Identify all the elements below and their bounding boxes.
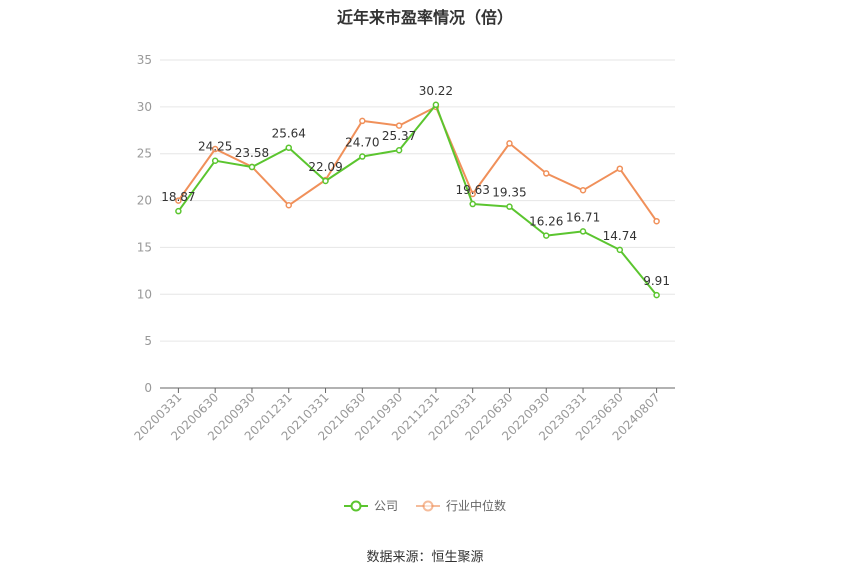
data-label-company-20200331: 18.87 bbox=[161, 190, 195, 204]
series-point-company-20230630 bbox=[616, 246, 624, 254]
series-point-company-20210930 bbox=[395, 146, 403, 154]
data-label-company-20220331: 19.63 bbox=[455, 183, 489, 197]
y-tick-label-15: 15 bbox=[137, 240, 152, 254]
series-line-industry-median bbox=[177, 105, 658, 222]
y-tick-label-30: 30 bbox=[137, 100, 152, 114]
series-point-industry-median-20230630 bbox=[616, 165, 624, 172]
legend: 公司 行业中位数 bbox=[0, 497, 850, 514]
series-point-company-20200331 bbox=[175, 207, 182, 215]
series-point-industry-median-20201231 bbox=[285, 202, 292, 209]
series-point-industry-median-20240807 bbox=[653, 217, 660, 225]
data-source: 数据来源：恒生聚源 bbox=[366, 550, 484, 565]
chart-title: 近年来市盈率情况（倍） bbox=[336, 8, 513, 27]
series-point-company-20230331 bbox=[579, 228, 587, 235]
axis-layer: 0510152025303520200331202006302020093020… bbox=[131, 53, 675, 443]
series-point-industry-median-20210930 bbox=[395, 122, 403, 129]
series-point-industry-median-20200331 bbox=[175, 197, 182, 204]
series-point-industry-median-20220331 bbox=[469, 190, 476, 198]
series-point-company-20220331 bbox=[469, 200, 476, 208]
series-point-company-20200630 bbox=[211, 157, 219, 164]
y-tick-label-5: 5 bbox=[144, 334, 152, 348]
y-tick-label-10: 10 bbox=[137, 287, 152, 301]
data-label-company-20210930: 25.37 bbox=[382, 129, 416, 143]
legend-label-industry-median: 行业中位数 bbox=[446, 499, 507, 513]
series-point-company-20220930 bbox=[543, 232, 550, 239]
data-label-company-20230630: 14.74 bbox=[603, 229, 637, 243]
y-tick-label-0: 0 bbox=[144, 381, 152, 395]
data-label-company-20210331: 22.09 bbox=[308, 160, 342, 174]
series-point-company-20200930 bbox=[248, 163, 256, 171]
y-tick-label-35: 35 bbox=[137, 53, 152, 67]
data-label-company-20210630: 24.70 bbox=[345, 136, 379, 150]
series-layer bbox=[175, 101, 660, 299]
data-label-company-20200630: 24.25 bbox=[198, 140, 232, 154]
series-point-company-20211231 bbox=[432, 101, 440, 109]
data-label-company-20200930: 23.58 bbox=[235, 146, 269, 160]
legend-label-company: 公司 bbox=[373, 499, 398, 513]
series-point-company-20210630 bbox=[359, 153, 366, 160]
data-label-company-20201231: 25.64 bbox=[272, 127, 306, 141]
series-point-industry-median-20230331 bbox=[579, 187, 587, 194]
legend-company-line-icon bbox=[343, 500, 368, 511]
y-tick-label-20: 20 bbox=[137, 194, 152, 208]
data-label-company-20240807: 9.91 bbox=[643, 274, 670, 288]
series-point-company-20220630 bbox=[506, 203, 513, 210]
series-point-company-20201231 bbox=[285, 144, 292, 151]
grid-layer bbox=[160, 59, 675, 342]
y-tick-label-25: 25 bbox=[137, 147, 152, 161]
data-label-company-20220630: 19.35 bbox=[492, 186, 526, 200]
data-label-company-20211231: 30.22 bbox=[419, 84, 453, 98]
series-line-company bbox=[177, 103, 658, 296]
series-point-industry-median-20220630 bbox=[506, 140, 513, 147]
data-label-company-20230331: 16.71 bbox=[566, 210, 600, 224]
legend-item-company[interactable]: 公司 bbox=[343, 497, 398, 514]
data-label-company-20220930: 16.26 bbox=[529, 215, 563, 229]
series-point-company-20210331 bbox=[322, 177, 329, 185]
legend-industry-line-icon bbox=[416, 500, 440, 511]
series-point-company-20240807 bbox=[653, 291, 660, 299]
series-point-industry-median-20220930 bbox=[543, 170, 550, 177]
series-point-industry-median-20210630 bbox=[359, 117, 366, 125]
legend-item-industry-median[interactable]: 行业中位数 bbox=[416, 497, 506, 514]
series-point-industry-median-20200630 bbox=[211, 145, 219, 153]
